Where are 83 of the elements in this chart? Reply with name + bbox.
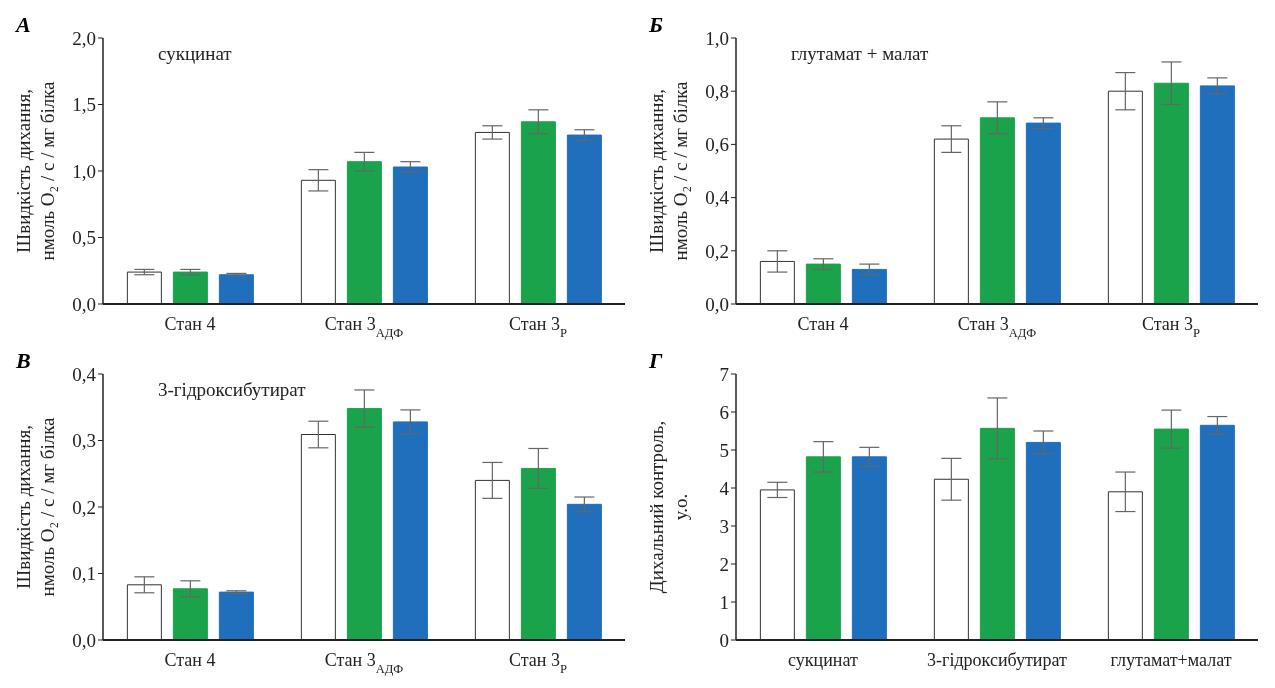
bar (1199, 424, 1235, 640)
x-tick-label: Стан 3$_{АДФ}$ (324, 314, 404, 340)
bar (218, 591, 254, 640)
bar (1199, 85, 1235, 304)
x-tick-label: Стан 3$_{Р}$ (1142, 314, 1200, 340)
y-tick-label: 0 (719, 629, 729, 651)
bar (300, 179, 336, 304)
bar (979, 427, 1015, 640)
chart-title: Б (649, 12, 663, 38)
y-tick-label: 0,3 (72, 430, 96, 452)
bar (1025, 441, 1061, 640)
y-tick-label: 0,8 (705, 80, 729, 102)
y-tick-label: 2 (719, 553, 729, 575)
bar (1107, 491, 1143, 640)
bar (474, 131, 510, 304)
bar (933, 478, 969, 640)
x-tick-label: Стан 3$_{АДФ}$ (957, 314, 1037, 340)
bar (520, 467, 556, 640)
bar (933, 138, 969, 304)
y-axis-title: Швидкість дихання, нмоль O₂ / с / мг білка (646, 80, 691, 261)
bar (126, 584, 162, 640)
y-axis-title: Швидкість дихання, нмоль O₂ / с / мг білка (13, 416, 58, 597)
bar (218, 274, 254, 304)
chart-title: В (16, 348, 31, 374)
bar (1107, 90, 1143, 304)
x-tick-label: Стан 4 (164, 314, 216, 334)
y-axis-title: Швидкість дихання, нмоль O₂ / с / мг білка (13, 80, 58, 261)
y-tick-label: 3 (719, 515, 729, 537)
y-tick-label: 2,0 (72, 27, 96, 49)
bar (1153, 428, 1189, 640)
annotation: сукцинат (158, 43, 233, 64)
y-tick-label: 1,5 (72, 94, 96, 116)
bar (805, 456, 841, 640)
y-tick-label: 0,0 (72, 629, 96, 651)
y-tick-label: 0,1 (72, 563, 96, 585)
bar (172, 271, 208, 304)
bar (851, 268, 887, 304)
y-tick-label: 1,0 (705, 27, 729, 49)
bar (851, 456, 887, 640)
y-axis-title: Дихальний контроль, у.о. (646, 420, 691, 594)
y-tick-label: 5 (719, 439, 729, 461)
y-tick-label: 0,0 (72, 293, 96, 315)
bar (392, 421, 428, 640)
y-tick-label: 0,2 (72, 496, 96, 518)
bar (1025, 122, 1061, 304)
bar (346, 161, 382, 304)
y-tick-label: 1 (719, 591, 729, 613)
bar (759, 489, 795, 640)
bar (126, 271, 162, 304)
x-tick-label: Стан 4 (164, 650, 216, 670)
chart-title: Г (649, 348, 663, 374)
x-tick-label: 3-гідроксибутират (927, 650, 1068, 670)
x-tick-label: глутамат+малат (1110, 650, 1232, 670)
y-tick-label: 0,2 (705, 240, 729, 262)
chart-title: А (16, 12, 31, 38)
bar (1153, 82, 1189, 304)
y-tick-label: 1,0 (72, 160, 96, 182)
y-tick-label: 0,6 (705, 134, 729, 156)
bar (346, 408, 382, 640)
bar (520, 121, 556, 304)
bar (392, 166, 428, 304)
x-tick-label: Стан 3$_{Р}$ (509, 650, 567, 676)
y-tick-label: 0,0 (705, 293, 729, 315)
annotation: 3-гідроксибутират (158, 379, 307, 400)
y-tick-label: 6 (719, 401, 729, 423)
bar (566, 503, 602, 640)
y-tick-label: 0,5 (72, 227, 96, 249)
bar (979, 117, 1015, 304)
bar (759, 260, 795, 304)
x-tick-label: Стан 4 (797, 314, 849, 334)
x-tick-label: сукцинат (788, 650, 859, 670)
bar (474, 479, 510, 640)
bar (566, 134, 602, 304)
y-tick-label: 0,4 (705, 187, 730, 209)
annotation: глутамат + малат (791, 43, 930, 64)
bar (805, 263, 841, 304)
bar (172, 588, 208, 640)
y-tick-label: 4 (719, 477, 730, 499)
y-tick-label: 0,4 (72, 363, 97, 385)
y-tick-label: 7 (719, 363, 729, 385)
x-tick-label: Стан 3$_{Р}$ (509, 314, 567, 340)
x-tick-label: Стан 3$_{АДФ}$ (324, 650, 404, 676)
bar (300, 434, 336, 640)
